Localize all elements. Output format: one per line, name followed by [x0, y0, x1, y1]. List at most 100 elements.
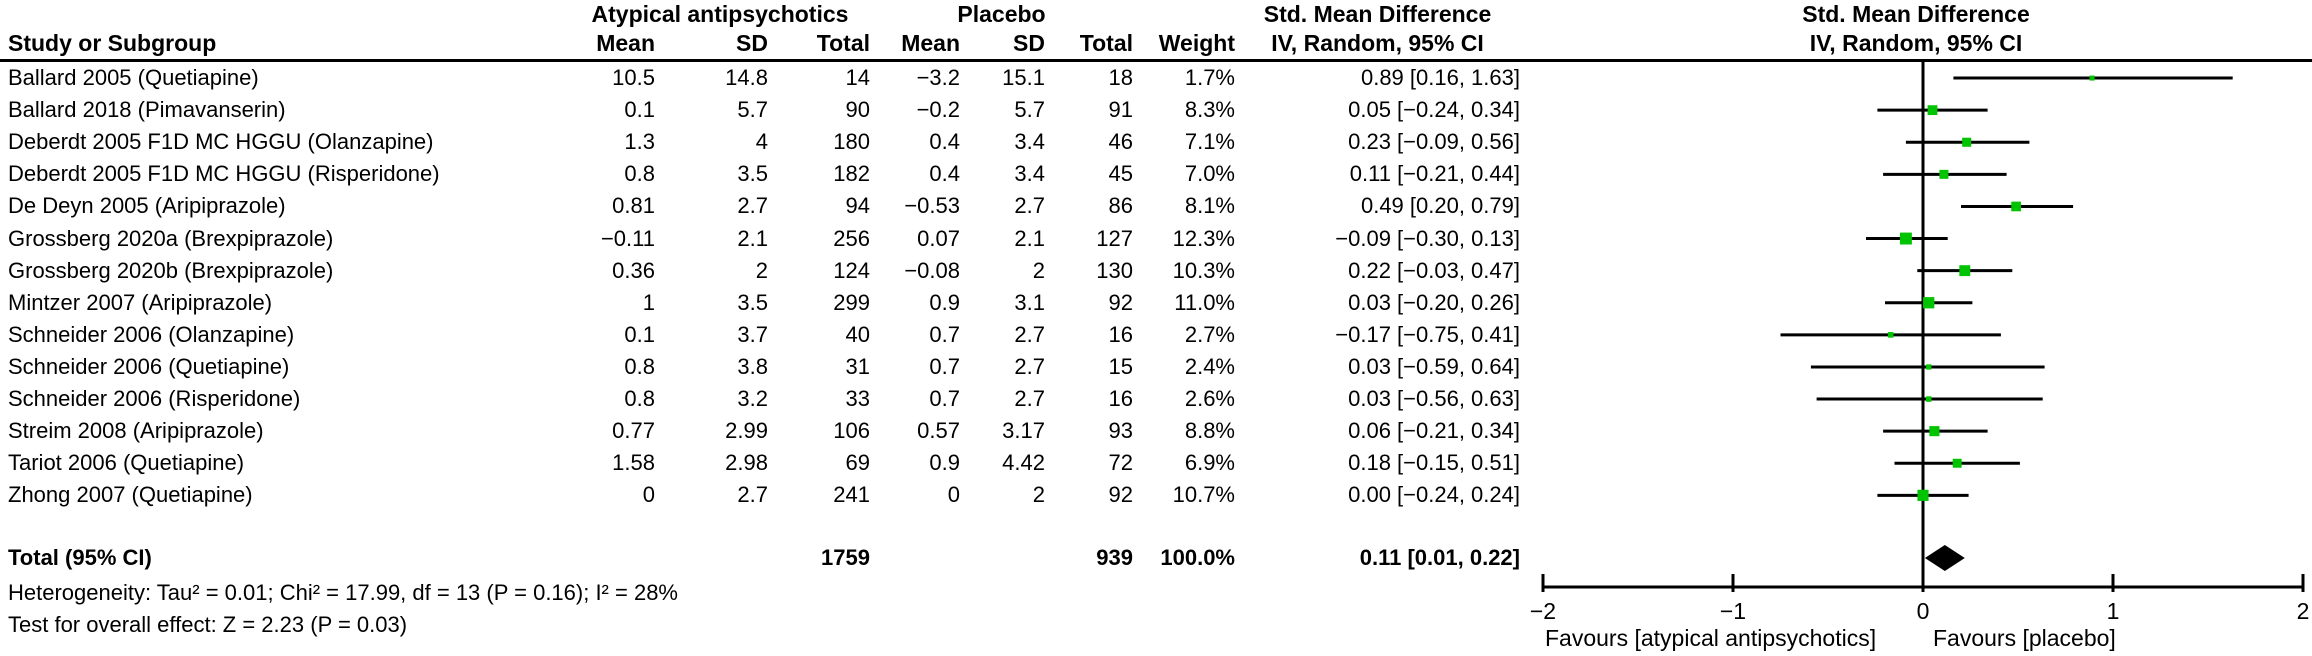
- smd-ci-value: 0.03 [−0.59, 0.64]: [1348, 353, 1520, 379]
- study-name: Streim 2008 (Aripiprazole): [8, 418, 264, 444]
- placebo-total-value: 91: [1108, 97, 1133, 123]
- treatment-total-value: 14: [845, 65, 870, 91]
- table-row: Deberdt 2005 F1D MC HGGU (Risperidone) 0…: [0, 158, 2312, 190]
- treatment-mean-value: −0.11: [600, 225, 655, 251]
- smd-ci-value: −0.09 [−0.30, 0.13]: [1335, 225, 1520, 251]
- header-placebo-mean: Mean: [901, 30, 960, 56]
- treatment-total-value: 40: [845, 321, 870, 347]
- treatment-sd-value: 2.99: [725, 418, 768, 444]
- total-treatment-n: 1759: [821, 545, 870, 570]
- treatment-sd-value: 3.7: [737, 321, 768, 347]
- header-group-placebo: Placebo: [957, 1, 1046, 27]
- empty-cell: [570, 542, 655, 574]
- total-label: Total (95% CI): [8, 545, 152, 570]
- placebo-sd-value: 5.7: [1014, 97, 1045, 123]
- plot-cell: [1520, 190, 2312, 222]
- treatment-total-value: 124: [833, 257, 870, 283]
- placebo-mean-value: 0.9: [929, 289, 960, 315]
- header-treatment-sd: SD: [736, 30, 768, 56]
- plot-cell: [1520, 158, 2312, 190]
- treatment-sd-value: 2.7: [737, 482, 768, 508]
- overall-effect-test: Test for overall effect: Z = 2.23 (P = 0…: [8, 612, 408, 637]
- placebo-mean-value: −0.53: [904, 193, 960, 219]
- placebo-sd-value: 2: [1032, 257, 1045, 283]
- smd-ci-value: 0.11 [−0.21, 0.44]: [1349, 161, 1520, 187]
- treatment-total-value: 69: [845, 450, 870, 476]
- treatment-sd-value: 3.5: [737, 161, 768, 187]
- study-name: Grossberg 2020a (Brexpiprazole): [8, 225, 334, 251]
- placebo-sd-value: 2: [1032, 482, 1045, 508]
- treatment-total-value: 94: [845, 193, 870, 219]
- placebo-mean-value: 0.57: [917, 418, 960, 444]
- treatment-mean-value: 0.77: [612, 418, 655, 444]
- treatment-total-value: 299: [833, 289, 870, 315]
- smd-ci-value: 0.05 [−0.24, 0.34]: [1348, 97, 1520, 123]
- x-axis-tick-label: −2: [1529, 597, 1557, 624]
- placebo-mean-value: −3.2: [916, 65, 960, 91]
- treatment-total-value: 182: [833, 161, 870, 187]
- placebo-total-value: 46: [1108, 129, 1133, 155]
- study-name: Schneider 2006 (Olanzapine): [8, 321, 295, 347]
- header-placebo-sd: SD: [1013, 30, 1045, 56]
- treatment-sd-value: 2: [755, 257, 768, 283]
- smd-ci-value: 0.06 [−0.21, 0.34]: [1348, 418, 1520, 444]
- weight-value: 8.8%: [1184, 418, 1235, 444]
- treatment-total-value: 90: [845, 97, 870, 123]
- x-axis-tick-label: 0: [1916, 597, 1930, 624]
- table-row: Grossberg 2020a (Brexpiprazole) −0.11 2.…: [0, 222, 2312, 254]
- smd-ci-value: 0.00 [−0.24, 0.24]: [1348, 482, 1520, 508]
- table-row: Ballard 2005 (Quetiapine) 10.5 14.8 14 −…: [0, 62, 2312, 94]
- smd-ci-value: 0.18 [−0.15, 0.51]: [1348, 450, 1520, 476]
- placebo-total-value: 16: [1108, 321, 1133, 347]
- placebo-mean-value: −0.08: [904, 257, 960, 283]
- study-name: Ballard 2018 (Pimavanserin): [8, 97, 286, 123]
- empty-cell: [1520, 542, 2312, 574]
- study-name: Mintzer 2007 (Aripiprazole): [8, 289, 273, 315]
- weight-value: 1.7%: [1184, 65, 1235, 91]
- treatment-mean-value: 0.8: [624, 353, 655, 379]
- table-row: Zhong 2007 (Quetiapine) 0 2.7 241 0 2 92…: [0, 479, 2312, 511]
- plot-cell: [1520, 383, 2312, 415]
- placebo-sd-value: 15.1: [1002, 65, 1045, 91]
- empty-cell: [655, 542, 768, 574]
- table-row: Deberdt 2005 F1D MC HGGU (Olanzapine) 1.…: [0, 126, 2312, 158]
- placebo-total-value: 72: [1108, 450, 1133, 476]
- table-row: Streim 2008 (Aripiprazole) 0.77 2.99 106…: [0, 415, 2312, 447]
- treatment-sd-value: 3.2: [737, 385, 768, 411]
- favours-left-label: Favours [atypical antipsychotics]: [1545, 624, 1877, 651]
- header-placebo-total: Total: [1079, 30, 1133, 56]
- placebo-sd-value: 3.17: [1002, 418, 1045, 444]
- placebo-sd-value: 4.42: [1002, 450, 1045, 476]
- treatment-sd-value: 2.1: [737, 225, 768, 251]
- plot-cell: [1520, 479, 2312, 511]
- placebo-total-value: 93: [1108, 418, 1133, 444]
- study-name: Deberdt 2005 F1D MC HGGU (Olanzapine): [8, 129, 434, 155]
- treatment-sd-value: 3.5: [737, 289, 768, 315]
- treatment-mean-value: 0.8: [624, 385, 655, 411]
- smd-ci-value: 0.23 [−0.09, 0.56]: [1348, 129, 1520, 155]
- table-row: Schneider 2006 (Olanzapine) 0.1 3.7 40 0…: [0, 319, 2312, 351]
- x-axis-tick-label: 1: [2106, 597, 2120, 624]
- placebo-total-value: 127: [1096, 225, 1133, 251]
- placebo-mean-value: 0.07: [917, 225, 960, 251]
- header-weight: Weight: [1158, 30, 1235, 56]
- header-spacer: [0, 0, 570, 29]
- heterogeneity-stats: Heterogeneity: Tau² = 0.01; Chi² = 17.99…: [8, 580, 678, 605]
- empty-cell: [870, 542, 960, 574]
- treatment-mean-value: 0.36: [612, 257, 655, 283]
- weight-value: 10.3%: [1172, 257, 1235, 283]
- treatment-sd-value: 2.7: [737, 193, 768, 219]
- placebo-mean-value: 0.7: [929, 321, 960, 347]
- treatment-total-value: 106: [833, 418, 870, 444]
- treatment-total-value: 33: [845, 385, 870, 411]
- empty-cell: [960, 542, 1045, 574]
- treatment-mean-value: 10.5: [612, 65, 655, 91]
- plot-cell: [1520, 287, 2312, 319]
- placebo-sd-value: 2.7: [1014, 321, 1045, 347]
- total-row: Total (95% CI) 1759 939 100.0% 0.11 [0.0…: [0, 542, 2312, 574]
- treatment-sd-value: 3.8: [737, 353, 768, 379]
- treatment-mean-value: 0: [642, 482, 655, 508]
- placebo-total-value: 92: [1108, 289, 1133, 315]
- treatment-sd-value: 2.98: [725, 450, 768, 476]
